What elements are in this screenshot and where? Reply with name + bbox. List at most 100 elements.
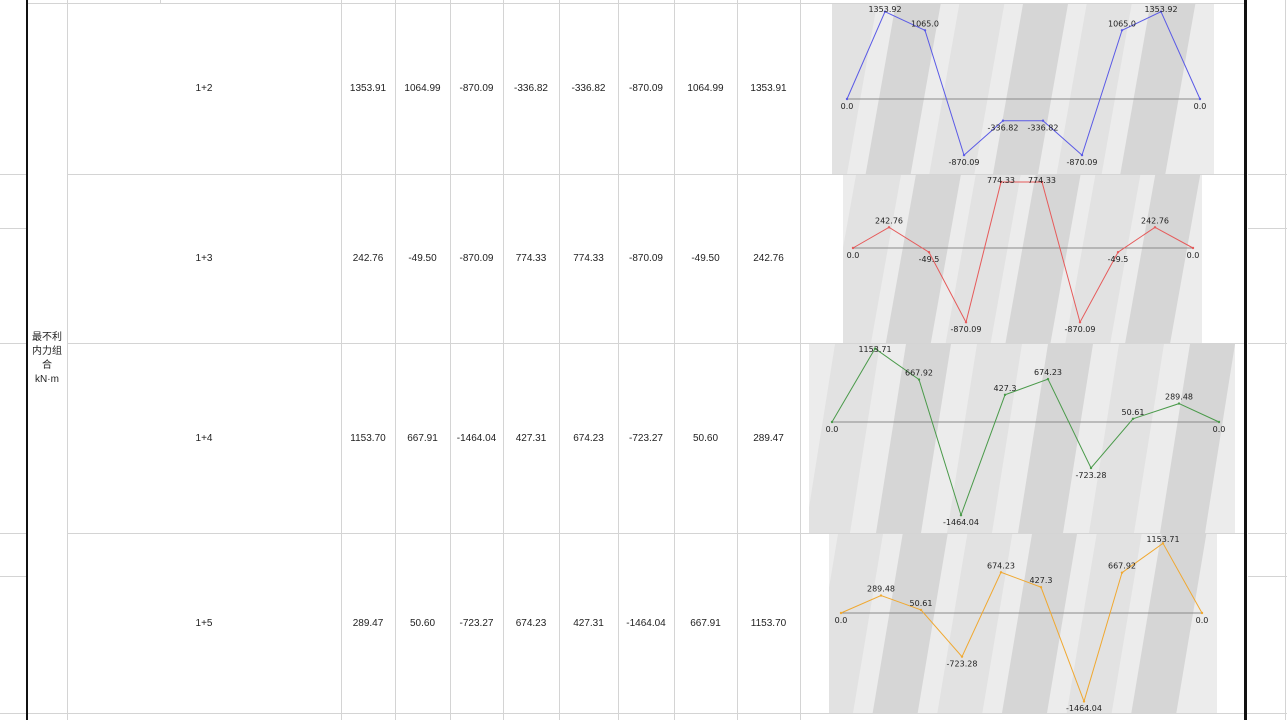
diagram-background — [809, 344, 1235, 533]
diagram-point — [873, 347, 877, 350]
diagram-point-label: 289.48 — [1165, 393, 1193, 402]
moment-cell[interactable]: -723.27 — [459, 618, 494, 629]
diagram-point — [1191, 246, 1195, 250]
diagram-point — [851, 246, 855, 250]
moment-cell[interactable]: -336.82 — [571, 83, 606, 94]
diagram-point — [1159, 10, 1163, 13]
diagram-point — [962, 153, 966, 157]
diagram-point-label: 0.0 — [1213, 425, 1226, 434]
diagram-shade — [1005, 175, 1081, 343]
moment-cell[interactable]: 427.31 — [573, 618, 604, 629]
moment-cell[interactable]: -870.09 — [629, 253, 663, 264]
outer-grid-line — [1248, 228, 1287, 229]
moment-cell[interactable]: 1153.70 — [750, 618, 787, 629]
grid-col-divider — [67, 0, 68, 720]
outer-grid-line — [1248, 343, 1287, 344]
diagram-point — [1080, 153, 1084, 157]
diagram-point-label: -1464.04 — [1066, 704, 1102, 713]
diagram-point-label: 242.76 — [1141, 216, 1169, 225]
diagram-shade — [832, 4, 877, 174]
diagram-shade — [885, 175, 961, 343]
moment-cell[interactable]: 667.91 — [690, 618, 721, 629]
diagram-point-label: 674.23 — [1034, 368, 1062, 377]
moment-cell[interactable]: -1464.04 — [456, 433, 497, 444]
moment-cell[interactable]: 50.60 — [409, 618, 436, 629]
diagram-shade — [929, 4, 1005, 174]
moment-cell[interactable]: 774.33 — [573, 253, 604, 264]
moment-cell[interactable]: 674.23 — [573, 433, 604, 444]
outer-grid-line — [0, 533, 26, 534]
diagram-point-label: 1065.0 — [911, 19, 939, 28]
diagram-point — [839, 611, 843, 615]
diagram-point — [923, 29, 927, 32]
diagram-point — [1001, 119, 1005, 122]
moment-cell[interactable]: 427.31 — [515, 433, 547, 444]
moment-cell[interactable]: 774.33 — [515, 253, 547, 264]
moment-cell[interactable]: -870.09 — [629, 83, 663, 94]
moment-cell[interactable]: 1353.91 — [349, 83, 387, 94]
diagram-point — [1039, 585, 1043, 589]
diagram-point — [1177, 402, 1181, 405]
moment-cell[interactable]: -870.09 — [459, 83, 494, 94]
moment-diagram-1-5[interactable]: 0.0 289.48 50.61 -723.28 674.23 427.3 -1464.04… — [829, 534, 1217, 713]
diagram-series-line — [840, 542, 1203, 703]
moment-diagram-1-2[interactable]: 0.0 1353.92 1065.0 -870.09 -336.82 -336.82 -87… — [832, 4, 1214, 174]
moment-cell[interactable]: -870.09 — [459, 253, 494, 264]
moment-cell[interactable]: -723.27 — [629, 433, 663, 444]
diagram-point — [999, 571, 1003, 574]
diagram-point — [1198, 97, 1202, 101]
moment-cell[interactable]: -1464.04 — [626, 618, 666, 629]
moment-diagram-svg: 0.0 1153.71 667.92 -1464.04 427.3 674.23 -723.… — [809, 344, 1235, 533]
diagram-point-label: 0.0 — [1196, 616, 1209, 625]
moment-cell[interactable]: -336.82 — [514, 83, 548, 94]
diagram-point-label: -870.09 — [1065, 325, 1096, 334]
moment-cell[interactable]: 242.76 — [352, 253, 384, 264]
moment-cell[interactable]: 289.47 — [753, 433, 784, 444]
row-label-1-5: 1+5 — [195, 618, 213, 629]
moment-diagram-1-3[interactable]: 0.0 242.76 -49.5 -870.09 774.33 774.33 -870.09… — [843, 175, 1202, 343]
moment-cell[interactable]: 1153.70 — [350, 433, 386, 444]
moment-cell[interactable]: 242.76 — [753, 253, 784, 264]
diagram-point — [1161, 542, 1165, 545]
diagram-point-label: 1353.92 — [868, 5, 901, 14]
diagram-shade — [945, 175, 1021, 343]
table-left-border — [26, 0, 28, 720]
diagram-point-label: 50.61 — [910, 599, 933, 608]
diagram-shade — [1131, 534, 1207, 713]
diagram-shade — [876, 344, 951, 533]
grid-col-divider — [800, 0, 801, 720]
row-label-1-3: 1+3 — [195, 253, 213, 264]
grid-col-divider — [559, 0, 560, 720]
diagram-point — [964, 321, 968, 324]
group-label: 最不利 内力组 合 kN·m — [28, 331, 66, 387]
diagram-point-label: 0.0 — [1187, 251, 1200, 260]
diagram-shade — [809, 344, 880, 533]
diagram-point-label: 667.92 — [1108, 562, 1136, 571]
moment-cell[interactable]: 1064.99 — [404, 83, 441, 94]
moment-cell[interactable]: 667.91 — [407, 433, 438, 444]
diagram-point — [1082, 700, 1086, 703]
diagram-point — [919, 608, 923, 612]
moment-cell[interactable]: 1064.99 — [687, 83, 724, 94]
diagram-point — [887, 226, 891, 229]
diagram-point — [1041, 119, 1045, 122]
grid-row-divider — [67, 533, 1246, 534]
moment-cell[interactable]: 1353.91 — [750, 83, 787, 94]
moment-cell[interactable]: -49.50 — [691, 253, 720, 264]
diagram-point-label: 774.33 — [987, 176, 1015, 185]
moment-cell[interactable]: 50.60 — [692, 433, 719, 444]
outer-grid-line — [0, 228, 26, 229]
moment-cell[interactable]: 674.23 — [515, 618, 547, 629]
grid-col-divider — [395, 0, 396, 720]
diagram-point-label: 774.33 — [1028, 176, 1056, 185]
diagram-point-label: -336.82 — [988, 124, 1019, 133]
diagram-point-label: -723.28 — [1076, 471, 1107, 480]
group-label-line: 合 — [42, 360, 52, 371]
moment-cell[interactable]: -49.50 — [408, 253, 437, 264]
moment-diagram-svg: 0.0 1353.92 1065.0 -870.09 -336.82 -336.82 -87… — [832, 4, 1214, 174]
diagram-point — [1153, 226, 1157, 229]
diagram-point — [1003, 393, 1007, 397]
grid-row-divider — [28, 3, 1246, 4]
moment-cell[interactable]: 289.47 — [352, 618, 384, 629]
moment-diagram-1-4[interactable]: 0.0 1153.71 667.92 -1464.04 427.3 674.23 -723.… — [809, 344, 1235, 533]
